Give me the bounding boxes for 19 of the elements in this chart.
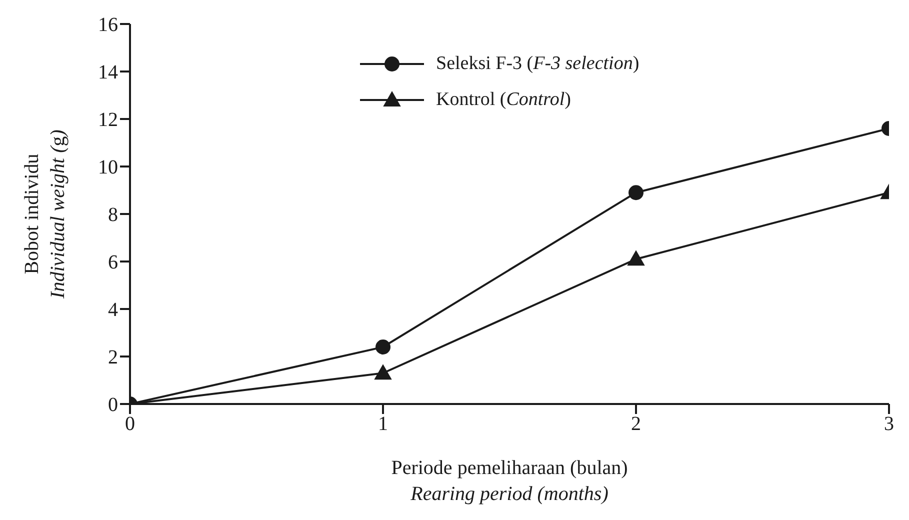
x-axis-title: Periode pemeliharaan (bulan) Rearing period (months) (391, 457, 628, 505)
y-tick-label: 8 (108, 204, 118, 226)
x-tick-label: 1 (378, 413, 388, 436)
y-tick-label: 14 (98, 62, 118, 84)
y-tick-label: 2 (108, 346, 118, 369)
x-tick-label: 2 (631, 413, 641, 436)
point (628, 250, 644, 266)
y-tick-label: 16 (98, 14, 118, 36)
y-tick-label: 6 (108, 252, 118, 274)
y-tick-label: 10 (98, 156, 118, 179)
y-tick-label: 4 (108, 299, 118, 322)
legend-label: Seleksi F-3 (F-3 selection) (436, 53, 640, 74)
point (374, 364, 392, 380)
x-tick-label: 3 (884, 413, 894, 436)
y-axis-title: Bobot individu Individual weight (g) (21, 129, 69, 300)
y-tick-label: 0 (108, 394, 118, 416)
y-tick-label: 12 (98, 109, 118, 132)
x-tick-label: 0 (125, 413, 135, 436)
legend-label: Kontrol (Control) (436, 89, 571, 110)
